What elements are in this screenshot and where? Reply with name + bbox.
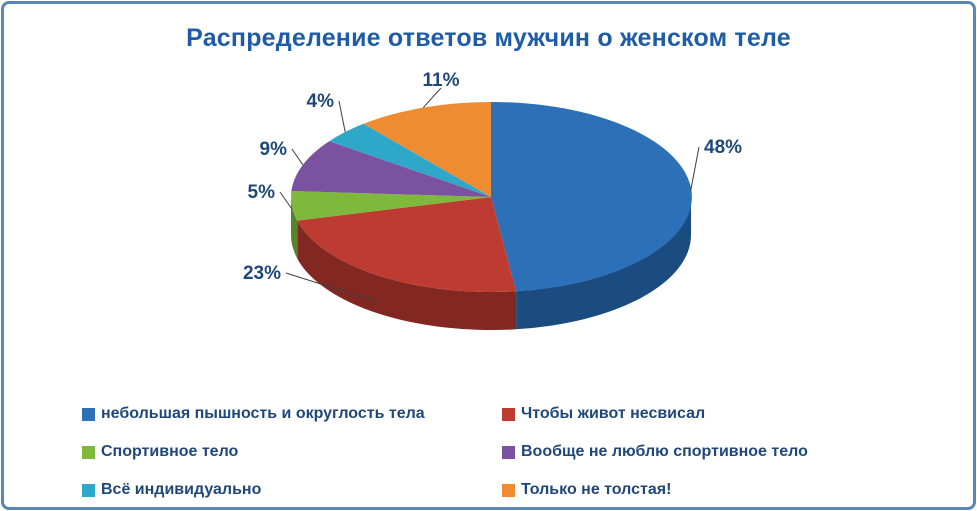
- legend-item: Всё индивидуально: [82, 478, 502, 502]
- legend-label: Только не толстая!: [521, 481, 672, 498]
- pie-slice-side: [516, 197, 691, 330]
- label-leader-line: [279, 191, 293, 210]
- percent-label: 23%: [243, 263, 281, 284]
- legend-swatch: [82, 483, 95, 497]
- pie-slice: [491, 101, 692, 292]
- label-leader-line: [285, 272, 379, 303]
- pie-slice: [291, 141, 491, 197]
- legend-item: Только не толстая!: [502, 478, 808, 502]
- legend-label: Всё индивидуально: [101, 481, 262, 498]
- legend-label: Чтобы живот несвисал: [521, 405, 706, 422]
- legend-label: небольшая пышность и округлость тела: [101, 405, 425, 422]
- legend-item: Чтобы живот несвисал: [502, 402, 808, 426]
- percent-label: 4%: [307, 91, 335, 112]
- label-leader-line: [338, 100, 346, 133]
- pie-slice: [291, 191, 491, 221]
- label-leader-line: [690, 146, 700, 192]
- pie-slice-side: [291, 197, 298, 259]
- legend-label: Вообще не люблю спортивное тело: [521, 443, 808, 460]
- legend-label: Спортивное тело: [101, 443, 239, 460]
- label-leader-line: [291, 148, 304, 166]
- chart-title: Распределение ответов мужчин о женском т…: [186, 24, 791, 52]
- chart-legend: небольшая пышность и округлость тела Чтоб…: [82, 402, 808, 502]
- legend-swatch: [502, 407, 515, 421]
- legend-item: Спортивное тело: [82, 440, 502, 464]
- legend-swatch: [502, 483, 515, 497]
- pie-slice: [363, 102, 491, 197]
- label-leader-line: [422, 87, 442, 108]
- pie-chart: 48% 23% 5% 9% 4% 11%: [243, 70, 742, 331]
- legend-swatch: [502, 445, 515, 459]
- legend-item: небольшая пышность и округлость тела: [82, 402, 502, 426]
- percent-label: 9%: [260, 139, 288, 160]
- legend-swatch: [82, 445, 95, 459]
- pie-slice: [329, 123, 491, 197]
- pie-slice-side: [297, 220, 517, 331]
- percent-label: 11%: [423, 70, 460, 91]
- percent-label: 5%: [248, 182, 276, 203]
- pie-slice: [297, 197, 517, 293]
- legend-item: Вообще не люблю спортивное тело: [502, 440, 808, 464]
- percent-label: 48%: [704, 137, 742, 158]
- legend-swatch: [82, 407, 95, 421]
